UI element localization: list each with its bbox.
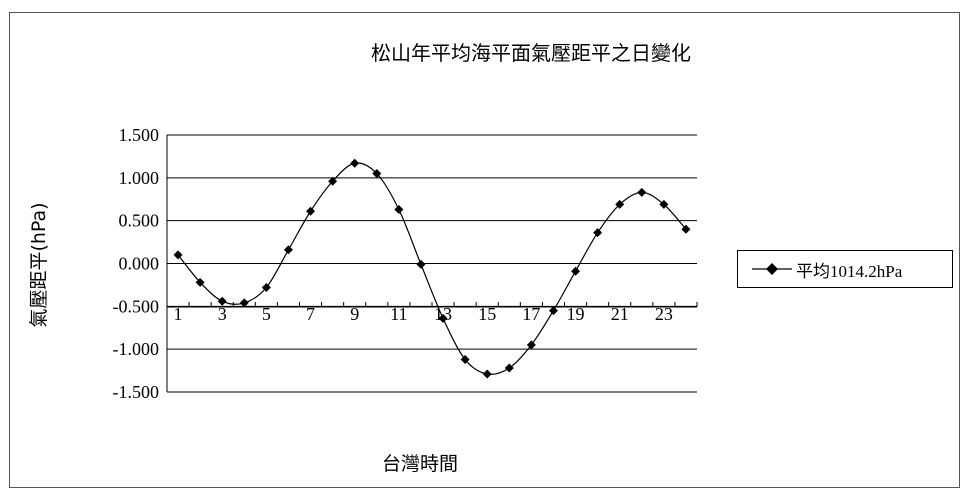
x-tick-label: 7 — [306, 304, 315, 324]
data-point — [306, 206, 316, 216]
data-point — [593, 228, 603, 238]
data-point — [283, 245, 293, 255]
data-point — [350, 158, 360, 168]
chart-frame — [9, 12, 960, 488]
x-tick-label: 17 — [522, 304, 540, 324]
data-point — [548, 306, 558, 316]
x-tick-label: 23 — [655, 304, 673, 324]
data-point — [217, 296, 227, 306]
y-tick-label: -0.500 — [113, 296, 160, 316]
y-tick-label: 0.500 — [119, 211, 160, 231]
data-point — [659, 199, 669, 209]
data-point — [372, 169, 382, 179]
chart-title: 松山年平均海平面氣壓距平之日變化 — [371, 41, 691, 65]
series-layer — [173, 158, 691, 379]
data-point — [195, 277, 205, 287]
y-tick-labels: 1.500 1.000 0.500 0.000 -0.500 -1.000 -1.500 — [113, 125, 160, 402]
legend-label: 平均1014.2hPa — [796, 261, 903, 281]
data-point — [261, 282, 271, 292]
x-axis: 1357911131517192123 — [166, 302, 698, 324]
x-axis-label: 台灣時間 — [382, 453, 458, 475]
x-tick-label: 3 — [218, 304, 227, 324]
x-tick-label: 15 — [478, 304, 496, 324]
data-point — [637, 187, 647, 197]
data-point — [460, 354, 470, 364]
data-point — [438, 313, 448, 323]
x-tick-label: 21 — [611, 304, 629, 324]
y-tick-label: 1.000 — [119, 168, 160, 188]
legend: 平均1014.2hPa — [737, 250, 953, 288]
data-point — [394, 205, 404, 215]
x-tick-label: 11 — [390, 304, 407, 324]
x-tick-label: 1 — [174, 304, 183, 324]
y-tick-label: -1.000 — [113, 339, 160, 359]
grid-layer — [166, 134, 697, 393]
x-tick-label: 9 — [350, 304, 359, 324]
data-point — [571, 266, 581, 276]
data-point — [239, 298, 249, 308]
data-point — [526, 340, 536, 350]
data-point — [328, 176, 338, 186]
data-point — [504, 363, 514, 373]
y-tick-label: 1.500 — [119, 125, 160, 145]
y-tick-label: 0.000 — [119, 254, 160, 274]
data-point — [416, 259, 426, 269]
y-tick-label: -1.500 — [113, 382, 160, 402]
y-axis-label: 氣壓距平(hPa) — [28, 202, 50, 327]
data-point — [615, 199, 625, 209]
data-point — [681, 224, 691, 234]
x-tick-label: 19 — [567, 304, 585, 324]
x-tick-label: 5 — [262, 304, 271, 324]
series-line — [177, 162, 687, 375]
data-point — [173, 250, 183, 260]
legend-marker-icon — [752, 259, 792, 279]
data-point — [482, 369, 492, 379]
